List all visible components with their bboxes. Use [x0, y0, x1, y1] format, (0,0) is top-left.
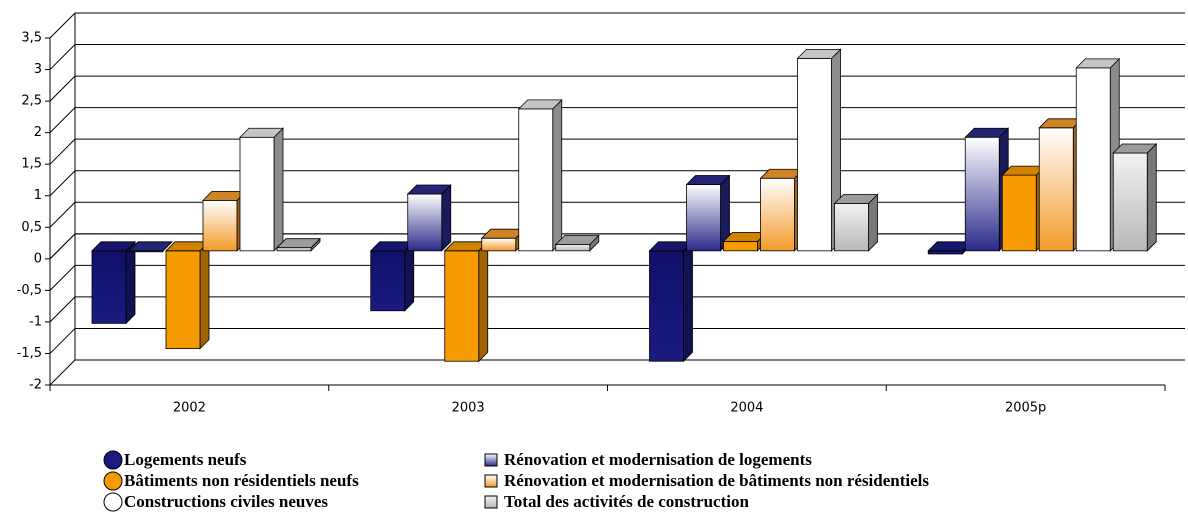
y-tick-label: 2	[34, 125, 42, 140]
bar-top	[276, 238, 321, 249]
bar	[834, 203, 869, 252]
bar-side	[683, 240, 693, 363]
bar	[91, 250, 127, 324]
grid-line	[49, 44, 1185, 70]
legend-marker	[484, 474, 498, 488]
legend-marker	[484, 453, 498, 467]
x-tick-label: 2004	[730, 401, 763, 416]
bar	[518, 108, 554, 252]
bar-top	[685, 175, 731, 185]
bar-top	[1112, 143, 1158, 154]
bar-top	[1075, 58, 1121, 69]
grid-line	[49, 327, 1185, 354]
bar-side	[125, 240, 136, 325]
bar	[370, 250, 406, 312]
y-tick-label: 0	[34, 251, 42, 266]
grid-line	[49, 296, 1185, 323]
bar-top	[406, 184, 452, 195]
x-tick-label: 2002	[173, 401, 206, 416]
y-tick-label: -0,5	[17, 283, 42, 298]
bar	[927, 250, 963, 255]
y-tick-label: -2	[29, 378, 42, 393]
legend-marker	[484, 495, 498, 509]
bar-top	[964, 127, 1010, 138]
legend-label: Rénovation et modernisation de bâtiments…	[504, 471, 929, 490]
bar-top	[91, 241, 136, 252]
bar-top	[833, 194, 879, 204]
bar	[444, 250, 480, 362]
bar-top	[796, 48, 842, 59]
y-tick-label: -1	[29, 314, 42, 329]
x-tick-label: 2005p	[1005, 401, 1046, 416]
grid-line	[49, 107, 1185, 133]
bar	[1075, 67, 1111, 252]
legend-marker	[103, 492, 123, 512]
bar-side	[404, 240, 415, 312]
bar	[797, 57, 832, 252]
y-tick-label: 2,5	[21, 94, 42, 109]
x-tick-label: 2003	[452, 401, 485, 416]
bar	[239, 136, 275, 252]
legend-label: Rénovation et modernisation de logements	[504, 450, 812, 469]
bar-side	[1146, 143, 1157, 252]
y-tick-label: 3	[34, 62, 42, 77]
bar	[481, 237, 517, 252]
bar	[649, 250, 684, 362]
bar	[555, 244, 591, 252]
grid-line	[49, 359, 1185, 386]
y-tick-label: 1	[34, 188, 42, 203]
bar-side	[868, 193, 878, 252]
bar	[723, 240, 758, 252]
bar	[276, 247, 312, 252]
bar-top	[554, 235, 600, 245]
bar	[202, 199, 238, 252]
bar	[760, 177, 795, 252]
y-tick-label: -1,5	[17, 346, 42, 361]
grid-line	[49, 138, 1185, 165]
grid-line	[49, 12, 1185, 39]
y-tick-label: 3,5	[21, 31, 42, 46]
bar	[1038, 127, 1074, 252]
bar	[964, 136, 1000, 252]
grid-line	[49, 264, 1185, 291]
bar-side	[478, 240, 489, 363]
bar-side	[552, 98, 563, 252]
y-tick-label: 0,5	[21, 220, 42, 235]
legend-marker	[103, 450, 123, 470]
bar	[165, 250, 201, 350]
bar	[686, 184, 721, 252]
bar-top	[239, 127, 284, 138]
legend-label: Constructions civiles neuves	[124, 492, 328, 511]
bar-side	[273, 127, 284, 252]
bar-top	[517, 99, 563, 110]
bar	[1112, 152, 1148, 252]
bar	[407, 193, 443, 252]
bar-top	[128, 241, 173, 252]
legend-marker	[103, 471, 123, 491]
bar-side	[199, 240, 210, 350]
legend-label: Total des activités de construction	[504, 492, 749, 511]
y-tick-label: 1,5	[21, 157, 42, 172]
legend-label: Logements neufs	[124, 450, 247, 469]
bar-side	[441, 184, 452, 252]
grid-line	[49, 75, 1185, 102]
bar	[1001, 174, 1037, 252]
legend-label: Bâtiments non résidentiels neufs	[124, 471, 359, 490]
